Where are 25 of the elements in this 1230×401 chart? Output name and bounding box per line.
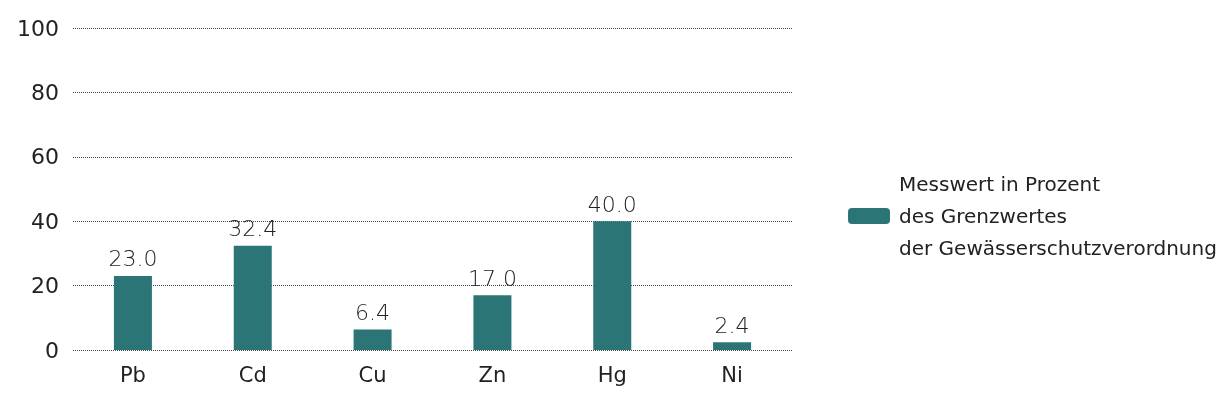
legend-label: Messwert in Prozent des Grenzwertes der Gewässerschutzverordnung: [899, 172, 1217, 260]
bar: [473, 295, 512, 350]
bar: [713, 342, 752, 350]
data-label: 6.4: [355, 299, 391, 325]
x-tick-label: Cd: [238, 362, 267, 387]
x-tick-label: Hg: [597, 362, 627, 387]
data-label: 2.4: [714, 312, 750, 338]
x-tick-label: Pb: [119, 362, 146, 387]
y-tick-label: 0: [45, 337, 59, 363]
data-label: 32.4: [228, 216, 278, 242]
y-tick-label: 40: [31, 208, 59, 234]
data-label: 17.0: [467, 265, 517, 291]
bar: [593, 221, 632, 350]
x-tick-label: Zn: [478, 362, 507, 387]
y-tick-label: 60: [31, 144, 59, 170]
x-tick-label: Ni: [721, 362, 743, 387]
bar: [353, 329, 392, 350]
x-tick-label: Cu: [358, 362, 387, 387]
data-label: 23.0: [108, 246, 158, 272]
data-label: 40.0: [587, 191, 637, 217]
y-tick-label: 100: [17, 15, 59, 41]
bar: [113, 275, 152, 350]
bar: [233, 245, 272, 350]
y-tick-label: 80: [31, 79, 59, 105]
y-tick-label: 20: [31, 273, 59, 299]
